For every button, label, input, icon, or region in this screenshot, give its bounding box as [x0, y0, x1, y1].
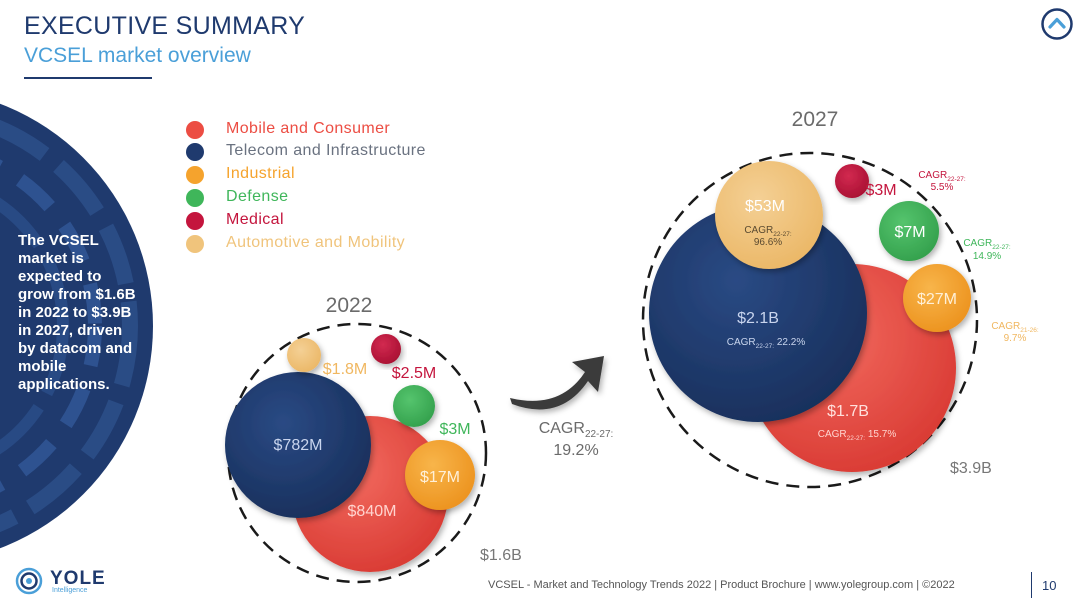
scroll-up-icon[interactable] [1040, 7, 1074, 41]
page-subtitle: VCSEL market overview [24, 44, 251, 67]
legend-label-defense: Defense [226, 188, 289, 205]
cagr-label-telecom: CAGR22-27: 22.2% [727, 337, 806, 350]
cagr-label-defense-value: 14.9% [973, 251, 1001, 262]
footer-text: VCSEL - Market and Technology Trends 202… [488, 579, 955, 591]
overall-cagr-value: 19.2% [553, 442, 598, 459]
bubble-defense-2022 [393, 385, 435, 427]
cagr-label-mobile: CAGR22-27: 15.7% [818, 429, 897, 442]
value-label-telecom-2022: $782M [274, 437, 323, 454]
cagr-label-industrial-value: 9.7% [1004, 333, 1027, 344]
value-label-medical-2022: $2.5M [392, 365, 436, 382]
summary-text: The VCSEL market is expected to grow fro… [18, 232, 136, 393]
legend-label-industrial: Industrial [226, 165, 295, 182]
bubble-defense-2027 [879, 201, 939, 261]
value-label-defense-2022: $3M [439, 421, 470, 438]
logo-text: YOLE [50, 568, 106, 589]
legend-swatch-defense [186, 189, 204, 207]
yole-logo-icon [15, 567, 43, 595]
total-label-2022: $1.6B [480, 547, 522, 564]
value-label-telecom-2027: $2.1B [737, 310, 779, 327]
bubble-industrial-2022 [405, 440, 475, 510]
value-label-automotive-2022: $1.8M [323, 361, 367, 378]
bubble-automotive-2022 [287, 338, 321, 372]
page-title: EXECUTIVE SUMMARY [24, 12, 306, 40]
cagr-label-industrial: CAGR21-26: [991, 321, 1039, 334]
overall-cagr-label: CAGR22-27: [539, 420, 614, 440]
bubble-telecom-2027 [649, 204, 867, 422]
legend-swatch-automotive [186, 235, 204, 253]
legend-swatch-mobile [186, 121, 204, 139]
value-label-automotive-2027: $53M [745, 198, 785, 215]
bubble-medical-2022 [371, 334, 401, 364]
decorative-circle-panel [0, 103, 153, 549]
footer-divider [1031, 572, 1032, 598]
bubble-telecom-2022 [225, 372, 371, 518]
legend-swatch-medical [186, 212, 204, 230]
value-label-industrial-2022: $17M [420, 469, 460, 486]
legend-label-telecom: Telecom and Infrastructure [226, 142, 426, 159]
value-label-mobile-2022: $840M [348, 503, 397, 520]
value-label-mobile-2027: $1.7B [827, 403, 869, 420]
value-label-medical-2027: $3M [865, 182, 896, 199]
cagr-label-defense: CAGR22-27: [963, 238, 1011, 251]
bubble-industrial-2027 [903, 264, 971, 332]
bubble-automotive-2027 [715, 161, 823, 269]
total-outline-2027 [641, 151, 979, 489]
legend-label-medical: Medical [226, 211, 284, 228]
value-label-defense-2027: $7M [894, 224, 925, 241]
page-number: 10 [1042, 578, 1057, 593]
cagr-label-medical: CAGR22-27: [918, 170, 966, 183]
cagr-label-automotive-value: 96.6% [754, 237, 782, 248]
legend-label-automotive: Automotive and Mobility [226, 234, 406, 251]
value-label-industrial-2027: $27M [917, 291, 957, 308]
year-label-2027: 2027 [792, 108, 839, 131]
total-label-2027: $3.9B [950, 460, 992, 477]
bubble-medical-2027 [835, 164, 869, 198]
cagr-label-medical-value: 5.5% [931, 182, 954, 193]
legend-swatch-telecom [186, 143, 204, 161]
logo-subtext: Intelligence [52, 587, 88, 594]
year-label-2022: 2022 [326, 294, 373, 317]
legend-label-mobile: Mobile and Consumer [226, 120, 391, 137]
growth-arrow-icon [510, 356, 604, 410]
cagr-label-automotive: CAGR22-27: [744, 225, 792, 238]
title-divider [24, 77, 152, 79]
legend-swatch-industrial [186, 166, 204, 184]
